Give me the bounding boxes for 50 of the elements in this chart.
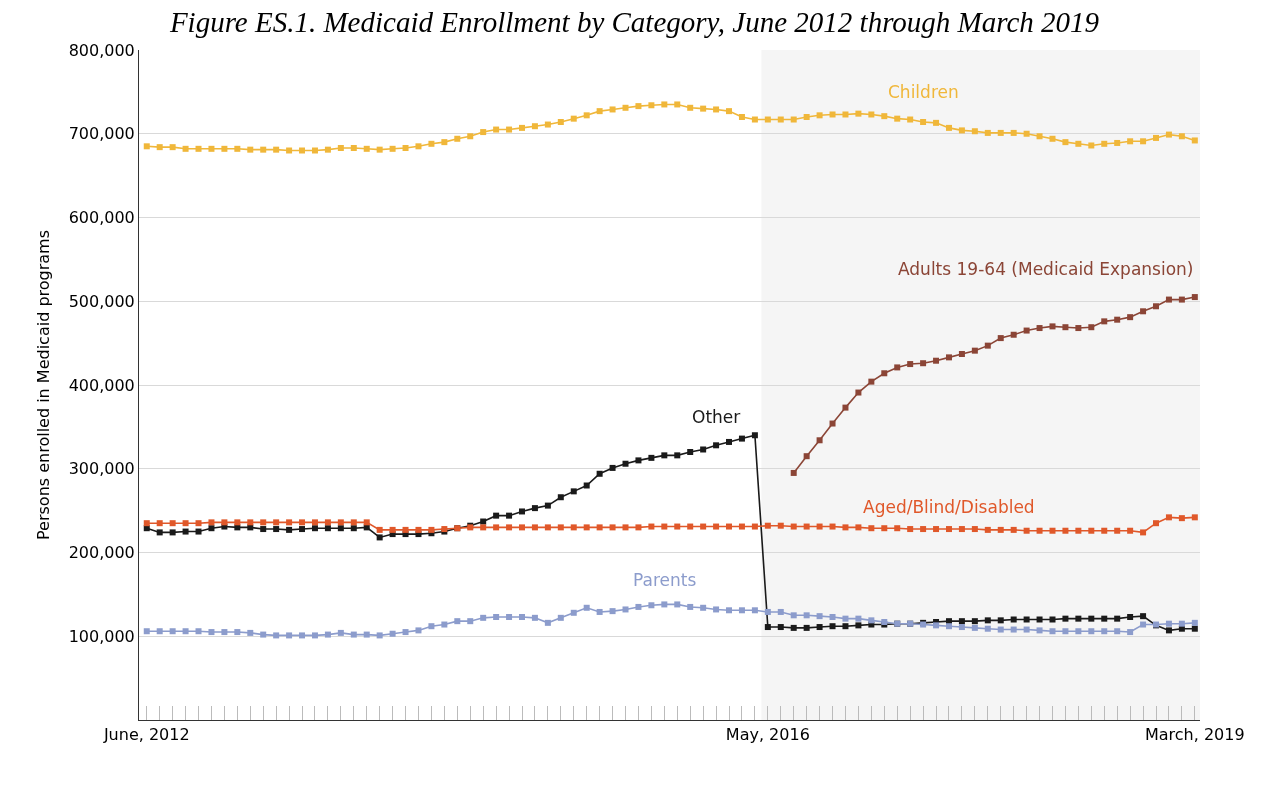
y-tick-label: 600,000 — [68, 208, 135, 228]
point — [1010, 331, 1017, 338]
point — [1049, 323, 1056, 330]
point — [1062, 324, 1069, 331]
point — [1088, 324, 1095, 331]
point — [958, 351, 965, 358]
y-tick-label: 800,000 — [68, 40, 135, 60]
y-tick-label: 100,000 — [68, 626, 135, 646]
y-tick-label: 300,000 — [68, 459, 135, 479]
y-tick-label: 200,000 — [68, 543, 135, 563]
point — [894, 364, 901, 371]
y-axis-title: Persons enrolled in Medicaid programs — [33, 229, 53, 541]
point — [1140, 308, 1147, 315]
point — [881, 370, 888, 377]
y-tick-label: 400,000 — [68, 375, 135, 395]
series-label: Parents — [633, 570, 697, 590]
point — [1023, 327, 1030, 334]
point — [971, 347, 978, 354]
point — [997, 335, 1004, 342]
point — [1127, 314, 1134, 321]
point — [1191, 294, 1198, 301]
point — [842, 404, 849, 411]
series-label: Other — [692, 407, 741, 427]
x-tick-label: June, 2012 — [102, 725, 190, 745]
point — [984, 342, 991, 349]
point — [790, 469, 797, 476]
chart-title: Figure ES.1. Medicaid Enrollment by Category, June 2012 through March 2019 — [168, 6, 1100, 39]
point — [816, 437, 823, 444]
point — [1178, 296, 1185, 303]
point — [868, 378, 875, 385]
point — [920, 360, 927, 367]
point — [933, 357, 940, 364]
point — [1075, 325, 1082, 332]
series-label: Adults 19-64 (Medicaid Expansion) — [898, 259, 1194, 279]
x-tick-label: May, 2016 — [725, 725, 810, 745]
series-label: Children — [888, 82, 959, 102]
x-tick-label: March, 2019 — [1144, 725, 1245, 745]
point — [829, 420, 836, 427]
point — [1036, 325, 1043, 332]
series-label: Aged/Blind/Disabled — [863, 497, 1035, 517]
point — [1114, 316, 1121, 323]
point — [1165, 296, 1172, 303]
point — [907, 361, 914, 368]
y-tick-label: 500,000 — [68, 291, 135, 311]
point — [1101, 318, 1108, 325]
point — [1153, 303, 1160, 310]
point — [855, 389, 862, 396]
point — [945, 354, 952, 361]
y-tick-label: 700,000 — [68, 124, 135, 144]
point — [803, 453, 810, 460]
